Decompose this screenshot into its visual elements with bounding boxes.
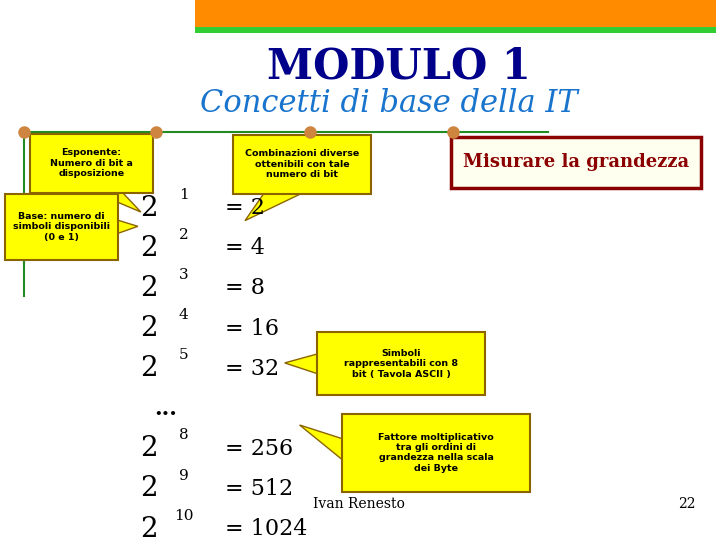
- Text: MODULO 1: MODULO 1: [267, 46, 531, 88]
- Text: 2: 2: [140, 435, 158, 462]
- FancyBboxPatch shape: [451, 137, 701, 188]
- Text: Esponente:
Numero di bit a
disposizione: Esponente: Numero di bit a disposizione: [50, 148, 132, 178]
- FancyBboxPatch shape: [318, 332, 485, 395]
- FancyBboxPatch shape: [233, 134, 371, 194]
- FancyBboxPatch shape: [5, 194, 118, 260]
- Text: 10: 10: [174, 509, 193, 523]
- Polygon shape: [91, 191, 141, 212]
- Text: 2: 2: [140, 516, 158, 540]
- Text: 2: 2: [140, 355, 158, 382]
- Text: = 1024: = 1024: [225, 518, 307, 540]
- FancyBboxPatch shape: [195, 27, 716, 33]
- Text: 9: 9: [179, 469, 189, 483]
- FancyBboxPatch shape: [195, 0, 716, 27]
- Text: = 512: = 512: [225, 478, 293, 500]
- Text: = 16: = 16: [225, 318, 279, 340]
- Text: 3: 3: [179, 268, 189, 282]
- Text: 2: 2: [140, 315, 158, 342]
- Text: Ivan Renesto: Ivan Renesto: [313, 497, 405, 511]
- Text: = 8: = 8: [225, 278, 265, 299]
- Text: 2: 2: [140, 235, 158, 262]
- Polygon shape: [284, 353, 320, 374]
- Text: 2: 2: [179, 228, 189, 242]
- Polygon shape: [245, 192, 305, 221]
- Polygon shape: [300, 425, 344, 461]
- FancyBboxPatch shape: [342, 414, 530, 492]
- Text: Concetti di base della IT: Concetti di base della IT: [200, 87, 577, 119]
- Text: = 4: = 4: [225, 237, 265, 259]
- Text: 22: 22: [678, 497, 696, 511]
- Text: 4: 4: [179, 308, 189, 322]
- Text: 2: 2: [140, 476, 158, 503]
- Text: = 256: = 256: [225, 438, 293, 460]
- Text: = 2: = 2: [225, 197, 265, 219]
- Text: ...: ...: [154, 398, 177, 420]
- Text: = 32: = 32: [225, 357, 279, 380]
- Text: Simboli
rappresentabili con 8
bit ( Tavola ASCII ): Simboli rappresentabili con 8 bit ( Tavo…: [344, 349, 459, 379]
- Text: 5: 5: [179, 348, 189, 362]
- Text: Base: numero di
simboli disponibili
(0 e 1): Base: numero di simboli disponibili (0 e…: [13, 212, 110, 242]
- Text: 8: 8: [179, 429, 189, 442]
- Text: 1: 1: [179, 188, 189, 202]
- FancyBboxPatch shape: [30, 134, 153, 193]
- Text: Fattore moltiplicativo
tra gli ordini di
grandezza nella scala
dei Byte: Fattore moltiplicativo tra gli ordini di…: [378, 433, 494, 473]
- Text: 2: 2: [140, 195, 158, 222]
- Text: Combinazioni diverse
ottenibili con tale
numero di bit: Combinazioni diverse ottenibili con tale…: [245, 150, 359, 179]
- Polygon shape: [116, 220, 138, 234]
- Text: 2: 2: [140, 275, 158, 302]
- Text: Misurare la grandezza: Misurare la grandezza: [463, 153, 690, 171]
